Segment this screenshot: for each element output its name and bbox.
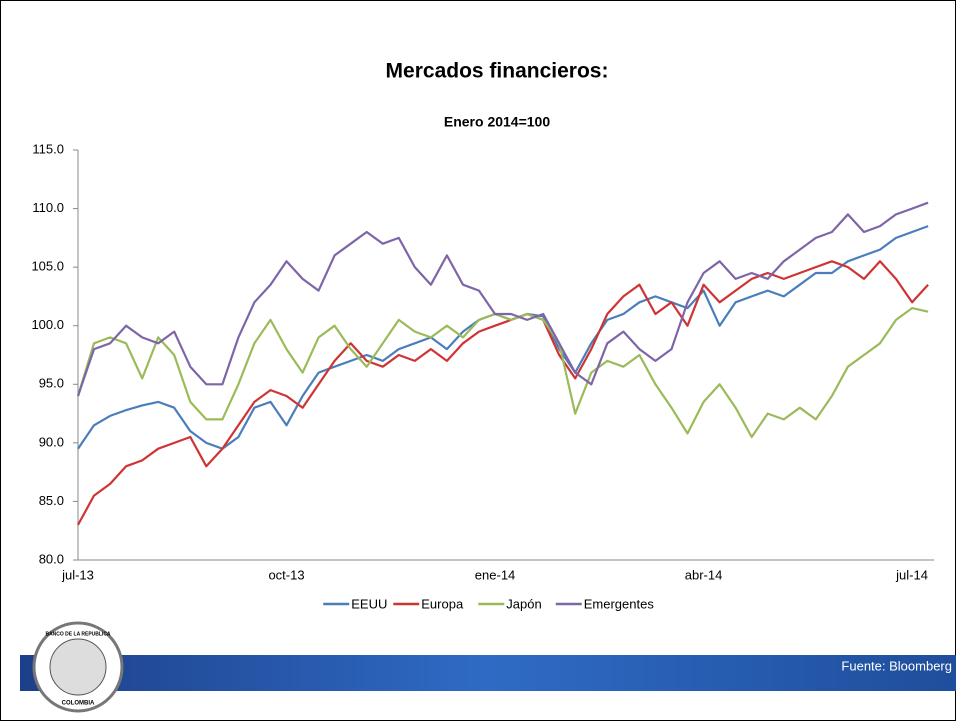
- x-tick-label: jul-14: [895, 567, 928, 582]
- footer-bar: [20, 655, 956, 691]
- x-tick-label: abr-14: [685, 567, 723, 582]
- legend-label: Japón: [506, 596, 541, 611]
- legend-label: EEUU: [351, 596, 387, 611]
- y-tick-label: 100.0: [31, 317, 64, 332]
- y-tick-label: 80.0: [39, 551, 64, 566]
- y-tick-label: 105.0: [31, 259, 64, 274]
- y-tick-label: 115.0: [32, 141, 64, 156]
- legend-label: Emergentes: [584, 596, 655, 611]
- chart-subtitle: Enero 2014=100: [444, 114, 550, 130]
- y-tick-label: 95.0: [39, 376, 64, 391]
- y-tick-label: 90.0: [39, 434, 64, 449]
- line-series: [76, 307, 929, 439]
- source: Fuente: Bloomberg: [841, 658, 952, 673]
- y-tick-label: 85.0: [39, 493, 64, 508]
- y-tick-label: 110.0: [32, 200, 64, 215]
- legend-label: Europa: [421, 596, 464, 611]
- chart-title: Mercados financieros:: [386, 60, 609, 83]
- logo: BANCO DE LA REPUBLICA COLOMBIA: [32, 621, 124, 713]
- logo-text: COLOMBIA: [62, 701, 95, 707]
- logo-text: BANCO DE LA REPUBLICA: [45, 631, 110, 637]
- x-tick-label: jul-13: [61, 567, 94, 582]
- x-tick-label: oct-13: [268, 567, 304, 582]
- x-tick-label: ene-14: [475, 567, 515, 582]
- logo-center: [49, 638, 107, 696]
- line-series: [76, 201, 929, 397]
- line-series: [77, 260, 929, 526]
